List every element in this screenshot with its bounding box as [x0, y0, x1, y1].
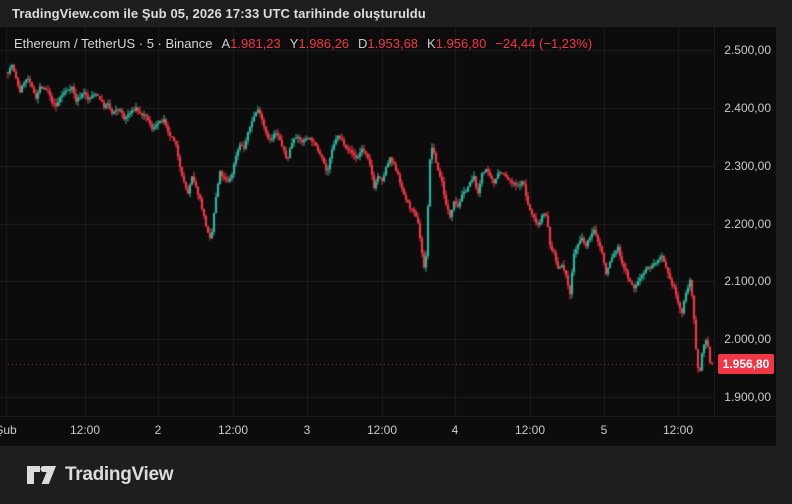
price-axis-tick: 2.400,00 [724, 100, 771, 115]
time-axis-tick: 2 [154, 423, 162, 437]
price-axis-tick: 2.500,00 [724, 43, 771, 57]
close-letter: K [427, 35, 436, 51]
time-axis-tick: Şub [0, 423, 17, 437]
high-value: 1.986,26 [298, 35, 350, 51]
price-axis-tick: 2.200,00 [724, 216, 771, 231]
candlestick-chart-canvas[interactable] [0, 27, 714, 416]
time-axis-tick: 12:00 [217, 423, 249, 437]
price-axis-tick: 2.100,00 [724, 274, 771, 289]
time-axis-tick: 12:00 [514, 423, 546, 437]
last-price-label: 1.956,80 [718, 354, 774, 375]
price-axis-tick: 1.900,00 [724, 390, 771, 404]
ohlc-low: D1.953,68 [358, 36, 418, 51]
open-value: 1.981,23 [230, 35, 281, 51]
symbol-header: Ethereum / TetherUS · 5 · Binance A1.981… [14, 34, 592, 52]
price-axis-tick: 2.300,00 [724, 158, 771, 173]
time-axis-tick: 12:00 [662, 423, 694, 437]
footer-bar: TradingView [0, 446, 792, 504]
time-axis-tick: 12:00 [366, 423, 398, 437]
open-letter: A [221, 35, 231, 51]
time-axis-tick: 4 [451, 423, 459, 437]
symbol-title[interactable]: Ethereum / TetherUS · 5 · Binance [14, 35, 213, 51]
ohlc-open: A1.981,23 [221, 36, 280, 51]
chart-panel: Ethereum / TetherUS · 5 · Binance A1.981… [0, 27, 776, 446]
time-axis[interactable]: Şub 12:00 2 12:00 3 12:00 4 12:00 5 12:00 [0, 416, 776, 446]
attribution-text: TradingView.com ile Şub 05, 2026 17:33 U… [12, 6, 426, 21]
tradingview-logo-icon [27, 466, 56, 484]
high-letter: Y [289, 35, 299, 51]
time-axis-tick: 12:00 [69, 423, 101, 437]
attribution-bar: TradingView.com ile Şub 05, 2026 17:33 U… [0, 0, 792, 27]
price-axis[interactable]: 1.956,80 2.500,00 2.400,00 2.300,00 2.200,0… [714, 27, 776, 416]
ohlc-high: Y1.986,26 [290, 36, 349, 51]
price-axis-tick: 2.000,00 [724, 332, 771, 347]
time-axis-tick: 3 [303, 423, 311, 437]
tradingview-logo[interactable]: TradingView [27, 464, 174, 486]
low-letter: D [358, 35, 368, 51]
low-value: 1.953,68 [367, 35, 419, 51]
ohlc-close: K1.956,80 [427, 36, 486, 51]
time-axis-tick: 5 [600, 423, 608, 437]
tradingview-wordmark: TradingView [65, 464, 174, 485]
change-value: −24,44 (−1,23%) [495, 35, 593, 51]
close-value: 1.956,80 [435, 35, 487, 51]
